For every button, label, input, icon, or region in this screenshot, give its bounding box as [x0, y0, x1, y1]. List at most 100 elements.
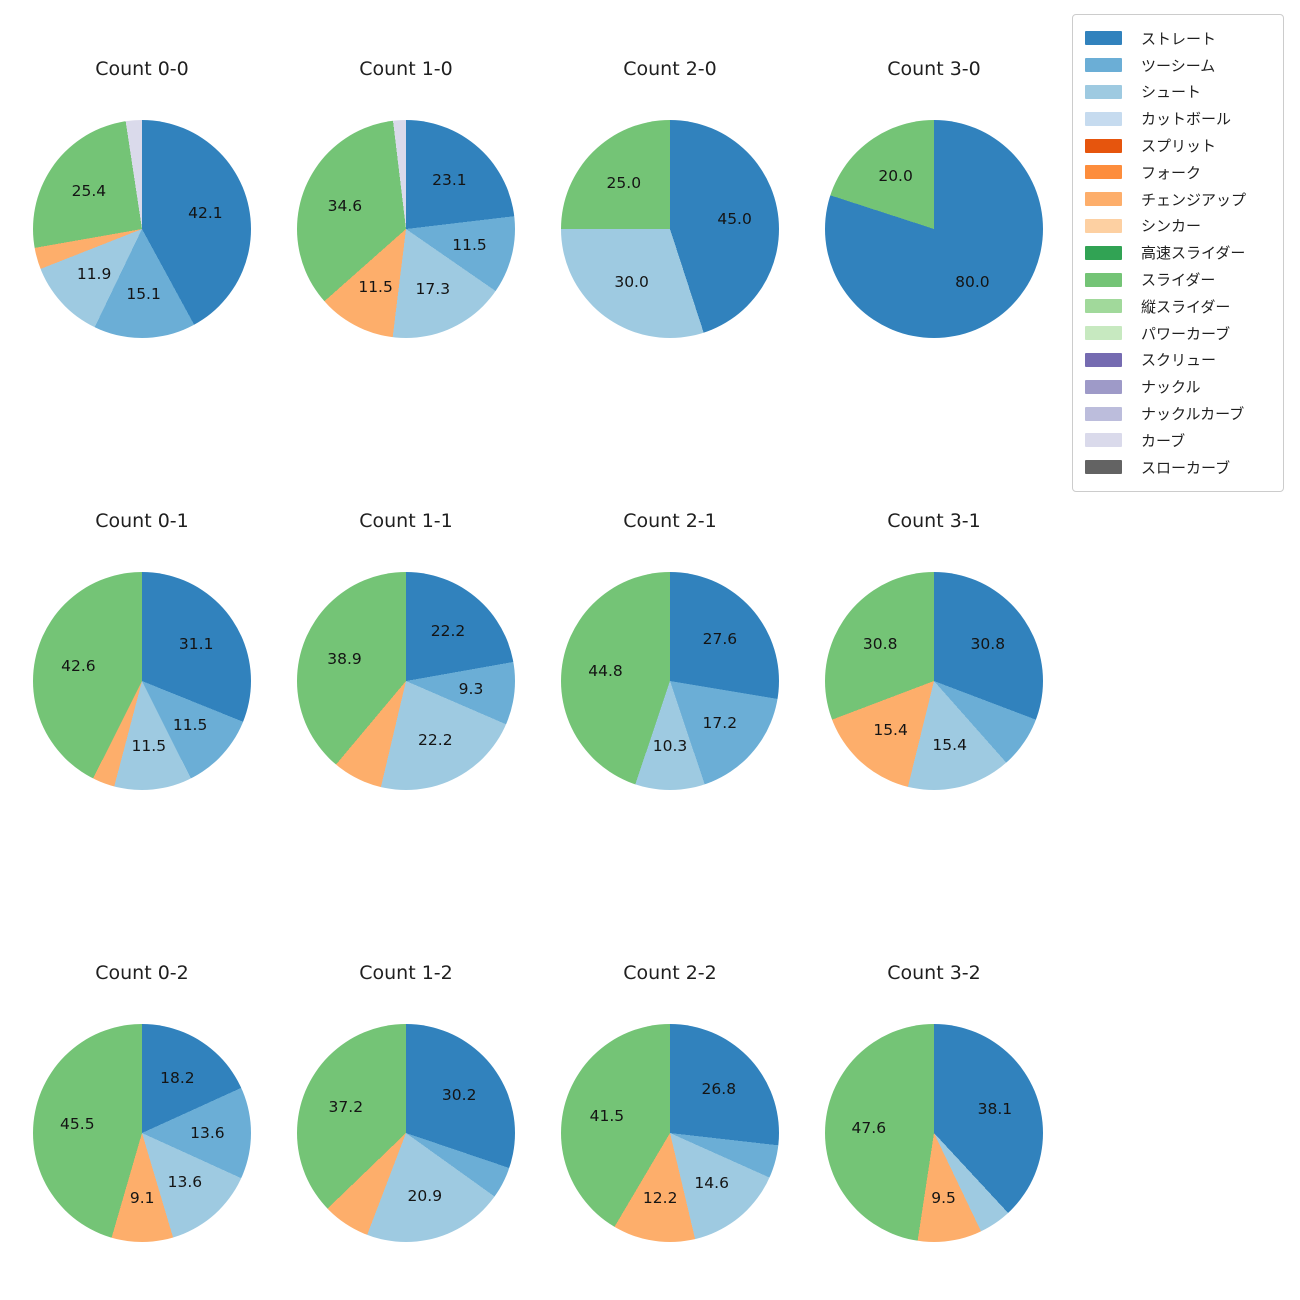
- pie: [297, 1024, 515, 1242]
- legend-label: ストレート: [1141, 29, 1217, 48]
- pie-percent-label: 9.3: [458, 679, 484, 698]
- legend-swatch: [1085, 111, 1122, 126]
- pie-wrap: 22.2 9.3 22.2 38.9: [297, 572, 515, 790]
- legend-item: ツーシーム: [1085, 52, 1283, 79]
- pie-percent-label: 41.5: [589, 1106, 625, 1125]
- pie-percent-label: 13.6: [167, 1173, 203, 1192]
- pie: [561, 120, 779, 338]
- pie-percent-label: 26.8: [701, 1080, 737, 1099]
- pie-wrap: 30.8 15.4 15.4 30.8: [825, 572, 1043, 790]
- pie-percent-label: 17.2: [702, 714, 738, 733]
- legend-swatch: [1085, 165, 1122, 180]
- pie-chart-count-0-0: Count 0-0 42.1 15.1 11.9 25.4: [10, 2, 274, 454]
- pie-wrap: 30.2 20.9 37.2: [297, 1024, 515, 1242]
- legend-swatch: [1085, 192, 1122, 207]
- pie-chart-count-3-0: Count 3-0 80.0 20.0: [802, 2, 1066, 454]
- legend-swatch: [1085, 272, 1122, 287]
- pie-wrap: 42.1 15.1 11.9 25.4: [33, 120, 251, 338]
- legend-swatch: [1085, 218, 1122, 233]
- pie-chart-count-1-1: Count 1-1 22.2 9.3 22.2 38.9: [274, 454, 538, 906]
- pie-percent-label: 30.8: [862, 634, 898, 653]
- pie-title: Count 2-0: [623, 58, 717, 80]
- legend-label: カットボール: [1141, 110, 1232, 129]
- pie-percent-label: 23.1: [432, 171, 467, 190]
- pie-title: Count 3-0: [887, 58, 981, 80]
- pie-chart-count-2-2: Count 2-2 26.8 14.6 12.2 41.5: [538, 906, 802, 1300]
- pie-percent-label: 44.8: [588, 661, 623, 680]
- legend-swatch: [1085, 138, 1122, 153]
- pie-wrap: 23.1 11.5 17.3 11.5 34.6: [297, 120, 515, 338]
- pie-percent-label: 37.2: [328, 1098, 364, 1117]
- legend-swatch: [1085, 433, 1122, 448]
- legend: ストレートツーシームシュートカットボール スプリットフォーク チェンジアップシンカー…: [1072, 14, 1284, 492]
- legend-item: フォーク: [1085, 159, 1283, 186]
- legend-swatch: [1085, 406, 1122, 421]
- legend-swatch: [1085, 460, 1122, 475]
- legend-item: チェンジアップ: [1085, 186, 1283, 213]
- pie-percent-label: 18.2: [160, 1069, 195, 1087]
- legend-item: スローカーブ: [1085, 454, 1283, 481]
- legend-item: シンカー: [1085, 213, 1283, 240]
- legend-label: シュート: [1141, 83, 1202, 102]
- legend-item: 縦スライダー: [1085, 293, 1283, 320]
- pie-percent-label: 34.6: [327, 196, 363, 215]
- pie-chart-count-1-2: Count 1-2 30.2 20.9 37.2: [274, 906, 538, 1300]
- pie-wrap: 26.8 14.6 12.2 41.5: [561, 1024, 779, 1242]
- pie-percent-label: 80.0: [955, 272, 990, 291]
- pie-wrap: 31.1 11.5 11.5 42.6: [33, 572, 251, 790]
- pie: [33, 120, 251, 338]
- pie-percent-label: 42.1: [188, 203, 223, 222]
- pie: [297, 120, 515, 338]
- pie-chart-count-3-2: Count 3-2 38.1 9.5 47.6: [802, 906, 1066, 1300]
- pie-percent-label: 38.9: [327, 649, 362, 668]
- pie-title: Count 0-0: [95, 58, 189, 80]
- pie-title: Count 1-1: [359, 510, 453, 532]
- pie-chart-count-0-1: Count 0-1 31.1 11.5 11.5 42.6: [10, 454, 274, 906]
- pie-percent-label: 25.0: [606, 173, 642, 192]
- legend-item: スクリュー: [1085, 347, 1283, 374]
- pie-wrap: 27.6 17.2 10.3 44.8: [561, 572, 779, 790]
- pie: [297, 572, 515, 790]
- pie: [825, 1024, 1043, 1242]
- pie-percent-label: 22.2: [430, 621, 466, 640]
- pie-percent-label: 12.2: [642, 1188, 678, 1207]
- pie-percent-label: 22.2: [418, 730, 453, 749]
- legend-label: カーブ: [1141, 431, 1186, 450]
- pie: [561, 572, 779, 790]
- pie-grid: Count 0-0 42.1 15.1 11.9 25.4 Count 1-0 23.1 11…: [10, 2, 1066, 1300]
- legend-swatch: [1085, 84, 1122, 99]
- pie-title: Count 1-2: [359, 962, 453, 984]
- legend-label: スローカーブ: [1141, 458, 1231, 477]
- pie-title: Count 1-0: [359, 58, 453, 80]
- pie-percent-label: 45.0: [717, 209, 752, 228]
- legend-swatch: [1085, 299, 1122, 314]
- legend-label: スプリット: [1141, 137, 1217, 156]
- legend-swatch: [1085, 352, 1122, 367]
- pie-percent-label: 30.8: [970, 634, 1006, 653]
- pie-title: Count 3-1: [887, 510, 981, 532]
- pie-percent-label: 30.0: [614, 272, 649, 291]
- pie-percent-label: 25.4: [71, 181, 107, 200]
- legend-label: スクリュー: [1141, 351, 1217, 370]
- legend-item: スプリット: [1085, 132, 1283, 159]
- pie-percent-label: 27.6: [702, 629, 738, 648]
- pie-percent-label: 31.1: [178, 635, 214, 654]
- legend-item: シュート: [1085, 79, 1283, 106]
- pie-percent-label: 20.0: [878, 167, 913, 186]
- pie-percent-label: 15.4: [932, 735, 967, 754]
- legend-item: ストレート: [1085, 25, 1283, 52]
- legend-swatch: [1085, 326, 1122, 341]
- legend-label: ナックル: [1141, 378, 1201, 397]
- pie-wrap: 18.2 13.6 13.6 9.1 45.5: [33, 1024, 251, 1242]
- legend-label: ナックルカーブ: [1141, 405, 1245, 424]
- legend-label: シンカー: [1141, 217, 1202, 236]
- pie-percent-label: 10.3: [652, 737, 688, 756]
- pie-percent-label: 20.9: [407, 1186, 443, 1205]
- pie-percent-label: 11.5: [172, 716, 208, 735]
- legend-label: パワーカーブ: [1141, 324, 1231, 343]
- pie: [825, 572, 1043, 790]
- pie: [33, 1024, 251, 1242]
- pie-percent-label: 17.3: [415, 279, 451, 298]
- legend-swatch: [1085, 31, 1122, 46]
